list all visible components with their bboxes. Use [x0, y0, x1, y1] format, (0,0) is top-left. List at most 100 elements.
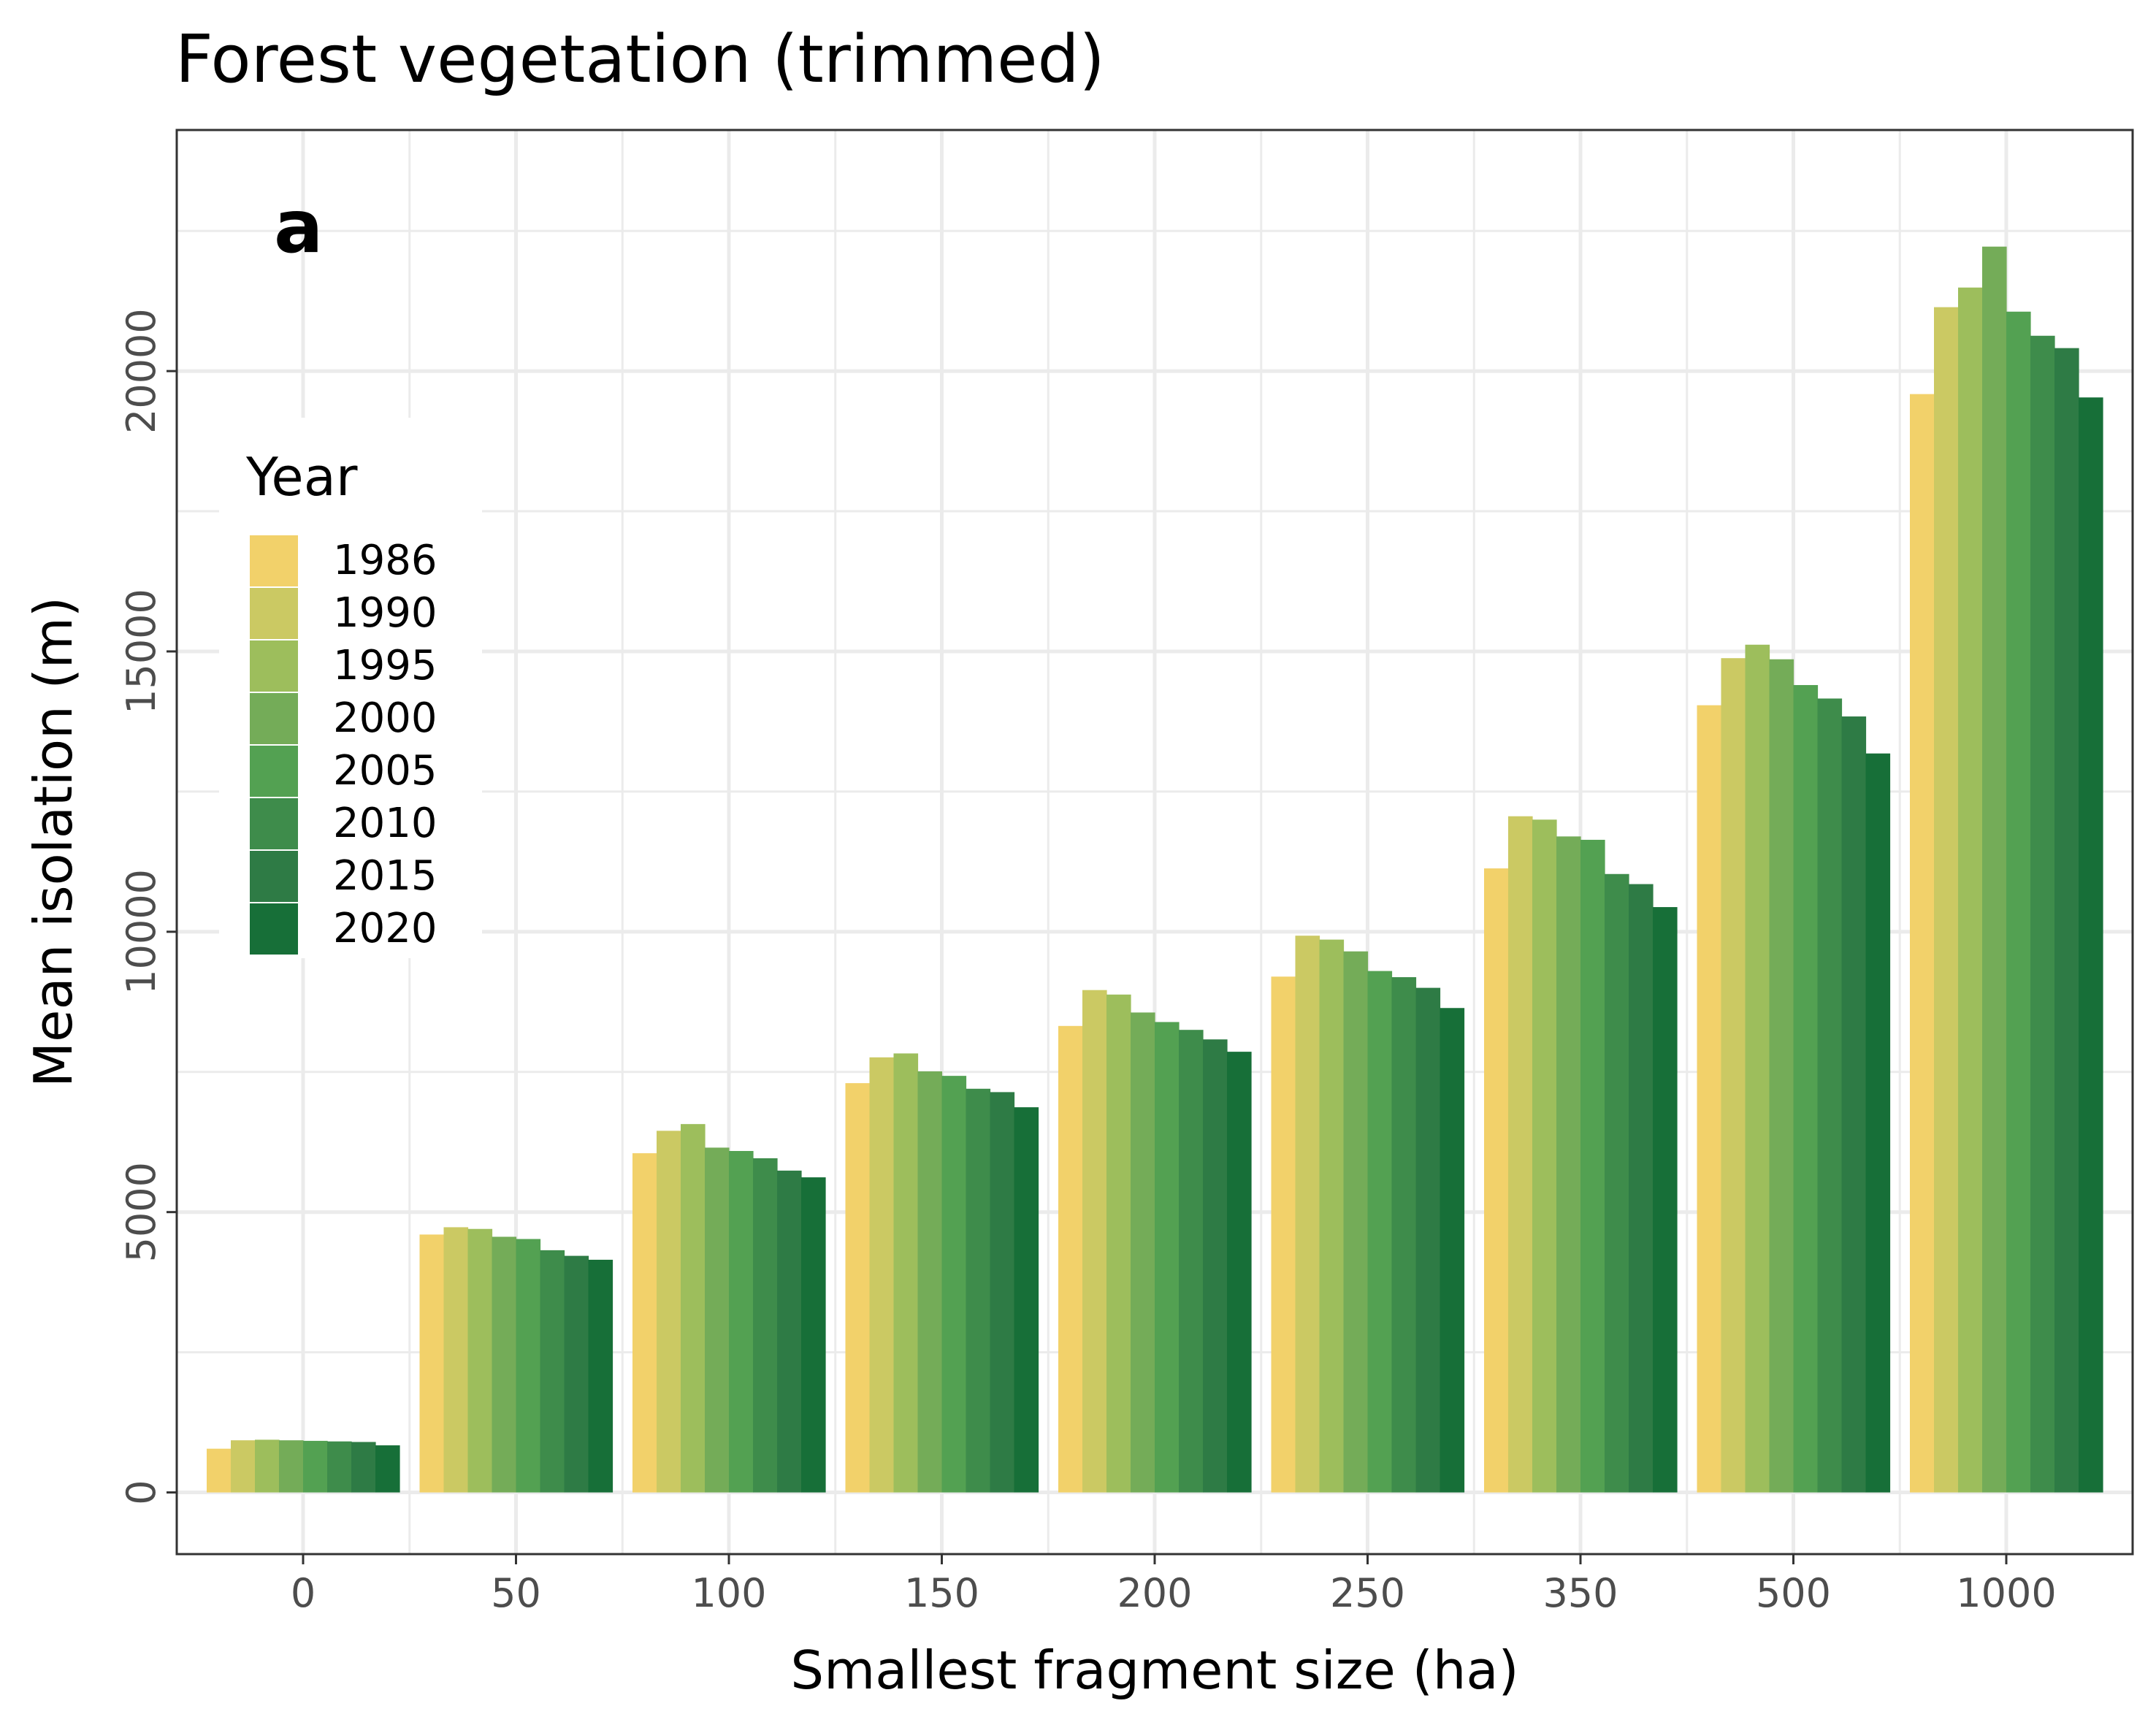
- legend-key-2005: [250, 746, 298, 797]
- bar-2020-500: [1865, 753, 1891, 1493]
- legend-label-2000: 2000: [333, 695, 437, 742]
- bar-1995-350: [1532, 819, 1557, 1493]
- x-tick-label: 200: [1117, 1570, 1192, 1616]
- bar-1995-500: [1745, 644, 1770, 1493]
- bar-1990-200: [1082, 990, 1107, 1493]
- y-axis-title: Mean isolation (m): [23, 597, 84, 1087]
- bar-1995-150: [893, 1053, 919, 1493]
- bar-2015-0: [351, 1442, 376, 1493]
- panel-letter: a: [274, 184, 323, 269]
- legend-key-2010: [250, 798, 298, 849]
- bar-2015-150: [990, 1092, 1015, 1493]
- y-tick-label: 15000: [118, 589, 164, 714]
- y-tick-label: 0: [118, 1480, 164, 1504]
- bar-2020-50: [588, 1259, 613, 1493]
- x-tick-label: 150: [904, 1570, 979, 1616]
- bar-2005-500: [1793, 685, 1819, 1493]
- bar-1995-250: [1319, 939, 1345, 1493]
- bar-2020-100: [801, 1177, 826, 1493]
- bar-1986-200: [1058, 1025, 1083, 1493]
- bar-2020-200: [1227, 1052, 1252, 1493]
- bar-2015-350: [1629, 884, 1654, 1493]
- bar-2010-200: [1179, 1030, 1204, 1493]
- legend-key-2020: [250, 903, 298, 955]
- bar-2010-150: [966, 1088, 991, 1493]
- bar-2005-100: [729, 1151, 754, 1493]
- bar-1986-1000: [1910, 394, 1935, 1493]
- bar-2015-50: [564, 1255, 589, 1493]
- bar-2005-250: [1367, 971, 1393, 1493]
- bar-2005-0: [303, 1440, 328, 1493]
- x-tick-label: 250: [1330, 1570, 1405, 1616]
- bar-2020-350: [1653, 907, 1678, 1493]
- x-tick-label: 500: [1756, 1570, 1831, 1616]
- bar-2000-50: [492, 1236, 517, 1493]
- bar-1986-100: [632, 1153, 657, 1493]
- bar-2005-200: [1155, 1022, 1180, 1493]
- bar-2000-250: [1343, 951, 1369, 1493]
- bar-2000-500: [1769, 659, 1794, 1493]
- bar-2015-250: [1415, 987, 1441, 1493]
- bar-2020-0: [375, 1445, 400, 1493]
- legend-label-2005: 2005: [333, 747, 437, 795]
- bar-1990-100: [657, 1131, 681, 1493]
- bar-1986-350: [1484, 868, 1509, 1493]
- bar-2010-0: [327, 1441, 352, 1493]
- bar-2010-50: [540, 1250, 565, 1493]
- chart-title: Forest vegetation (trimmed): [175, 21, 1105, 98]
- legend-label-1986: 1986: [333, 537, 437, 584]
- bar-2015-200: [1203, 1039, 1228, 1493]
- bar-1986-50: [419, 1234, 445, 1493]
- bar-2020-1000: [2079, 397, 2103, 1493]
- bar-2015-500: [1841, 716, 1867, 1493]
- bar-1990-1000: [1934, 307, 1959, 1493]
- bar-1995-1000: [1958, 287, 1983, 1493]
- bars: [207, 246, 2103, 1493]
- bar-2005-150: [941, 1076, 967, 1493]
- x-tick-label: 350: [1543, 1570, 1618, 1616]
- bar-2015-100: [777, 1170, 802, 1493]
- bar-2000-0: [279, 1440, 304, 1493]
- legend-key-2000: [250, 693, 298, 744]
- bar-1986-250: [1271, 976, 1296, 1493]
- legend-label-2015: 2015: [333, 852, 437, 900]
- x-tick-label: 50: [491, 1570, 541, 1616]
- legend-label-2010: 2010: [333, 800, 437, 847]
- bar-2010-1000: [2030, 335, 2055, 1493]
- legend-key-2015: [250, 851, 298, 902]
- bar-2000-150: [917, 1071, 943, 1493]
- bar-1990-0: [231, 1440, 256, 1493]
- legend-key-1986: [250, 535, 298, 586]
- bar-2005-1000: [2006, 311, 2031, 1493]
- bar-1986-150: [845, 1083, 871, 1493]
- bar-1995-0: [255, 1439, 280, 1493]
- bar-2010-250: [1391, 977, 1417, 1493]
- bar-2010-350: [1605, 873, 1629, 1493]
- bar-1995-50: [467, 1228, 493, 1493]
- bar-1990-500: [1721, 658, 1746, 1493]
- legend: Year 1986 1990 1995 2000 2005 2010 2015 2020: [219, 418, 482, 958]
- bar-1990-350: [1508, 816, 1533, 1493]
- bar-2020-150: [1014, 1107, 1039, 1493]
- bar-2010-100: [753, 1158, 778, 1493]
- legend-label-1995: 1995: [333, 642, 437, 689]
- bar-2005-350: [1580, 839, 1605, 1493]
- bar-1986-500: [1697, 705, 1722, 1493]
- y-tick-label: 20000: [118, 308, 164, 434]
- legend-key-1995: [250, 640, 298, 692]
- bar-1995-200: [1106, 994, 1131, 1493]
- x-tick-label: 100: [691, 1570, 766, 1616]
- bar-2000-100: [705, 1147, 730, 1493]
- bar-2000-1000: [1982, 246, 2007, 1493]
- bar-2015-1000: [2054, 348, 2079, 1493]
- legend-label-2020: 2020: [333, 905, 437, 952]
- bar-2020-250: [1440, 1008, 1465, 1493]
- bar-1986-0: [207, 1448, 232, 1493]
- bar-1990-250: [1295, 936, 1320, 1493]
- x-tick-label: 0: [291, 1570, 316, 1616]
- bar-2000-200: [1131, 1012, 1155, 1493]
- x-axis-ticks: 0 50 100 150 200 250 350 500 1000: [291, 1554, 2057, 1616]
- bar-2000-350: [1556, 836, 1581, 1493]
- bar-1990-150: [869, 1057, 895, 1493]
